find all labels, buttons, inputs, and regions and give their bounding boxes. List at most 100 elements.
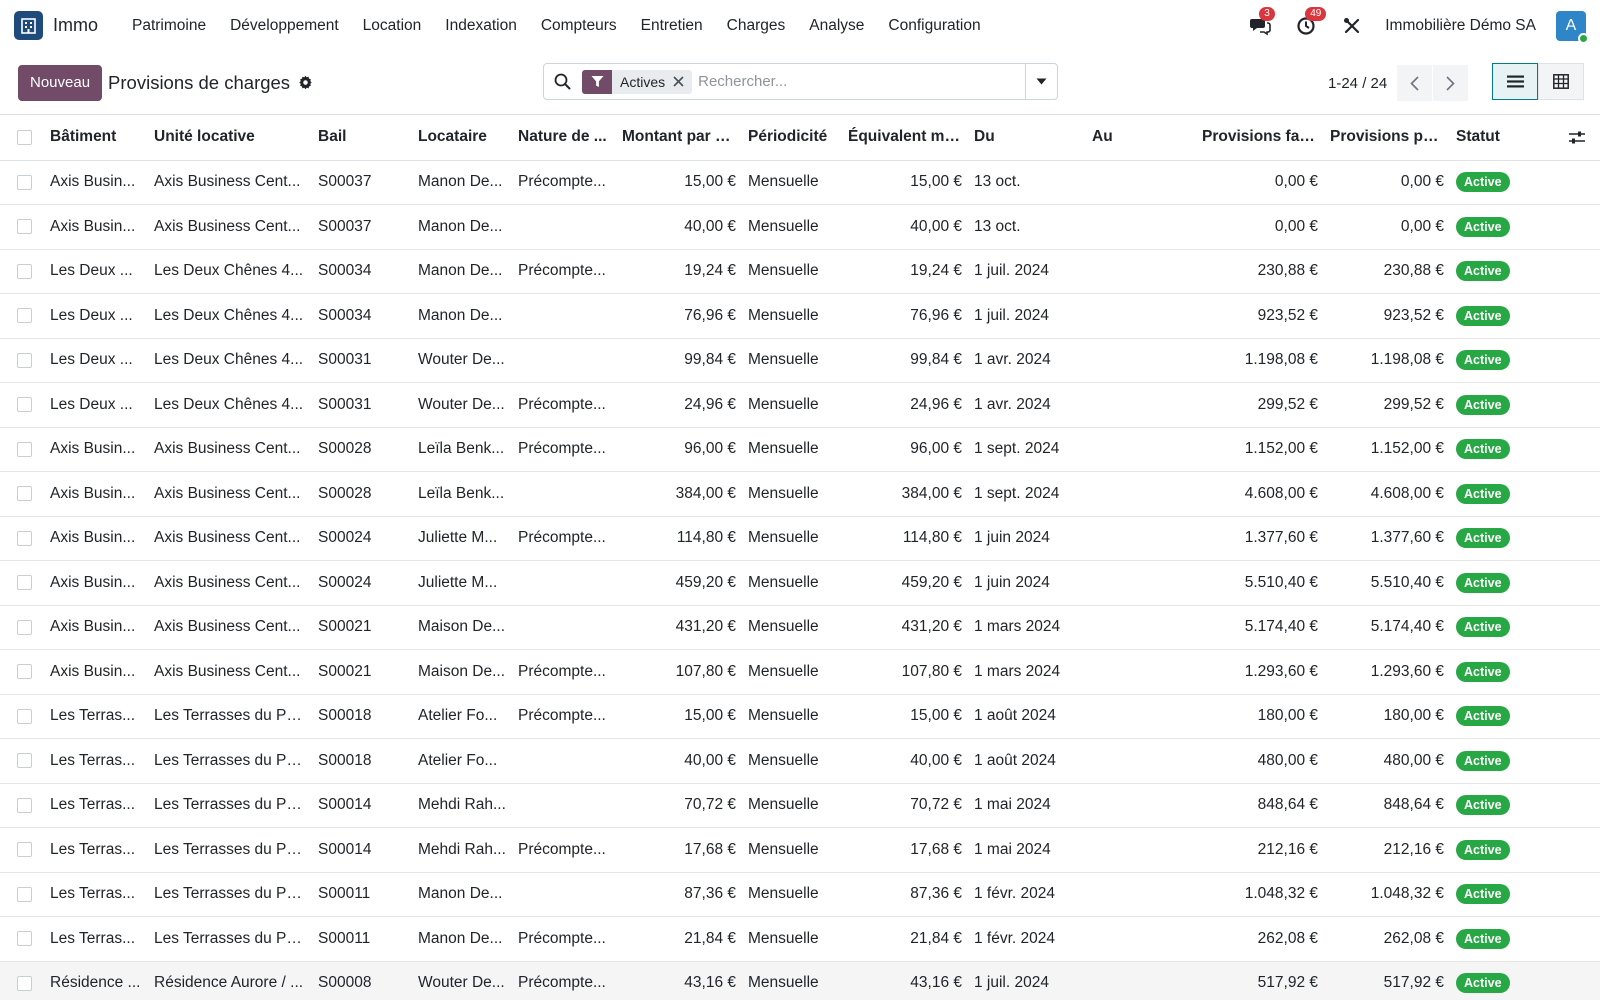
menu-item-patrimoine[interactable]: Patrimoine [132, 16, 207, 34]
clock-icon[interactable]: 49 [1293, 6, 1327, 39]
row-checkbox[interactable] [17, 441, 32, 457]
row-checkbox[interactable] [17, 975, 32, 991]
search-icon[interactable] [544, 73, 580, 90]
menu-item-charges[interactable]: Charges [726, 16, 786, 34]
row-checkbox[interactable] [17, 842, 32, 858]
row-checkbox[interactable] [17, 708, 32, 724]
table-row[interactable]: Les Deux ... Les Deux Chênes 4... S00034 Ma… [0, 249, 1600, 294]
table-row[interactable]: Les Terras... Les Terrasses du Pa... S0001… [0, 872, 1600, 917]
row-checkbox[interactable] [17, 174, 32, 190]
row-checkbox[interactable] [17, 575, 32, 591]
table-row[interactable]: Axis Busin... Axis Business Cent... S00028… [0, 427, 1600, 472]
sliders-icon[interactable] [1560, 130, 1594, 145]
select-all-checkbox[interactable] [17, 129, 32, 145]
table-row[interactable]: Les Terras... Les Terrasses du Pa... S0001… [0, 739, 1600, 784]
table-row[interactable]: Résidence ... Résidence Aurore / ... S0000… [0, 961, 1600, 1000]
row-checkbox[interactable] [17, 931, 32, 947]
main-menu: Patrimoine Développement Location Indexa… [120, 17, 993, 35]
status-badge: Active [1456, 661, 1510, 682]
status-badge: Active [1456, 350, 1510, 371]
row-checkbox[interactable] [17, 352, 32, 368]
menu-item-compteurs[interactable]: Compteurs [540, 16, 617, 34]
column-header-provisions-facturees[interactable]: Provisions fac... [1202, 128, 1321, 146]
table-row[interactable]: Axis Busin... Axis Business Cent... S00024… [0, 561, 1600, 605]
menu-item-developpement[interactable]: Développement [230, 16, 339, 34]
company-switcher[interactable]: Immobilière Démo SA [1385, 16, 1536, 34]
column-header-periodicite[interactable]: Périodicité [748, 128, 828, 146]
menu-item-configuration[interactable]: Configuration [888, 16, 981, 34]
row-checkbox[interactable] [17, 886, 32, 902]
table-row[interactable]: Axis Busin... Axis Business Cent... S00021… [0, 650, 1600, 694]
cell-batiment: Axis Busin... [50, 173, 136, 191]
menu-item-location[interactable]: Location [362, 16, 422, 34]
cell-locataire: Wouter De... [418, 395, 505, 413]
row-checkbox[interactable] [17, 397, 32, 413]
column-header-nature[interactable]: Nature de ... [518, 128, 607, 146]
row-checkbox[interactable] [17, 486, 32, 502]
menu-item-indexation[interactable]: Indexation [445, 16, 517, 34]
user-avatar[interactable]: A [1556, 10, 1589, 44]
column-header-unite-locative[interactable]: Unité locative [154, 128, 255, 146]
table-row[interactable]: Les Deux ... Les Deux Chênes 4... S00031 Wo… [0, 338, 1600, 383]
cell-au [1086, 205, 1196, 250]
cell-periodicite: Mensuelle [748, 395, 819, 413]
row-checkbox[interactable] [17, 797, 32, 813]
chevron-right-icon[interactable] [1433, 65, 1469, 101]
column-header-locataire[interactable]: Locataire [418, 128, 487, 146]
search-input[interactable] [692, 73, 1025, 90]
menu-item-entretien[interactable]: Entretien [640, 16, 703, 34]
tools-icon[interactable] [1339, 13, 1365, 39]
chevron-left-icon[interactable] [1397, 65, 1433, 101]
cell-montant: 96,00 € [684, 440, 736, 458]
table-row[interactable]: Axis Busin... Axis Business Cent... S00028… [0, 472, 1600, 516]
column-header-du[interactable]: Du [974, 128, 995, 146]
cell-montant: 70,72 € [684, 796, 736, 814]
menu-item-analyse[interactable]: Analyse [809, 16, 865, 34]
cell-du: 1 mars 2024 [974, 662, 1061, 680]
row-checkbox[interactable] [17, 619, 32, 635]
row-checkbox[interactable] [17, 753, 32, 769]
table-row[interactable]: Axis Busin... Axis Business Cent... S00037… [0, 205, 1600, 250]
table-row[interactable]: Les Terras... Les Terrasses du Pa... S0001… [0, 783, 1600, 828]
row-checkbox[interactable] [17, 308, 32, 324]
table-row[interactable]: Les Terras... Les Terrasses du Pa... S0001… [0, 828, 1600, 872]
messages-icon[interactable]: 3 [1247, 6, 1275, 39]
cell-equivalent: 15,00 € [910, 707, 962, 725]
building-icon[interactable] [14, 11, 43, 40]
pager-value[interactable]: 1-24 / 24 [1328, 74, 1388, 92]
cell-periodicite: Mensuelle [748, 573, 819, 591]
cell-au [1086, 739, 1196, 784]
column-header-statut[interactable]: Statut [1456, 128, 1500, 146]
column-header-au[interactable]: Au [1092, 128, 1113, 146]
cell-bail: S00014 [318, 840, 372, 858]
table-row[interactable]: Axis Busin... Axis Business Cent... S00024… [0, 516, 1600, 561]
gear-icon[interactable] [298, 75, 313, 90]
row-checkbox[interactable] [17, 219, 32, 235]
table-row[interactable]: Axis Busin... Axis Business Cent... S00037… [0, 160, 1600, 205]
column-header-provisions-payees[interactable]: Provisions pa... [1330, 128, 1445, 146]
column-header-equivalent[interactable]: Équivalent me... [848, 128, 967, 146]
app-name[interactable]: Immo [53, 15, 98, 35]
cell-unite-locative: Axis Business Cent... [154, 217, 301, 235]
view-switcher [1492, 63, 1584, 100]
table-row[interactable]: Axis Busin... Axis Business Cent... S00021… [0, 605, 1600, 650]
chevron-down-icon[interactable] [1025, 64, 1057, 99]
row-checkbox[interactable] [17, 664, 32, 680]
cell-batiment: Axis Busin... [50, 529, 136, 547]
column-header-bail[interactable]: Bail [318, 128, 347, 146]
table-row[interactable]: Les Terras... Les Terrasses du Pa... S0001… [0, 917, 1600, 961]
column-header-batiment[interactable]: Bâtiment [50, 128, 117, 146]
close-icon[interactable] [673, 76, 692, 87]
row-checkbox[interactable] [17, 263, 32, 279]
table-row[interactable]: Les Terras... Les Terrasses du Pa... S0001… [0, 694, 1600, 739]
table-row[interactable]: Les Deux ... Les Deux Chênes 4... S00031 Wo… [0, 383, 1600, 427]
new-button[interactable]: Nouveau [18, 64, 103, 101]
list-view-icon[interactable] [1492, 63, 1538, 100]
column-header-montant[interactable]: Montant par p... [622, 128, 738, 146]
cell-periodicite: Mensuelle [748, 796, 819, 814]
row-checkbox[interactable] [17, 530, 32, 546]
table-row[interactable]: Les Deux ... Les Deux Chênes 4... S00034 Ma… [0, 294, 1600, 338]
cell-provisions-facturees: 212,16 € [1257, 840, 1318, 858]
pivot-view-icon[interactable] [1538, 63, 1584, 100]
cell-provisions-payees: 848,64 € [1383, 796, 1444, 814]
